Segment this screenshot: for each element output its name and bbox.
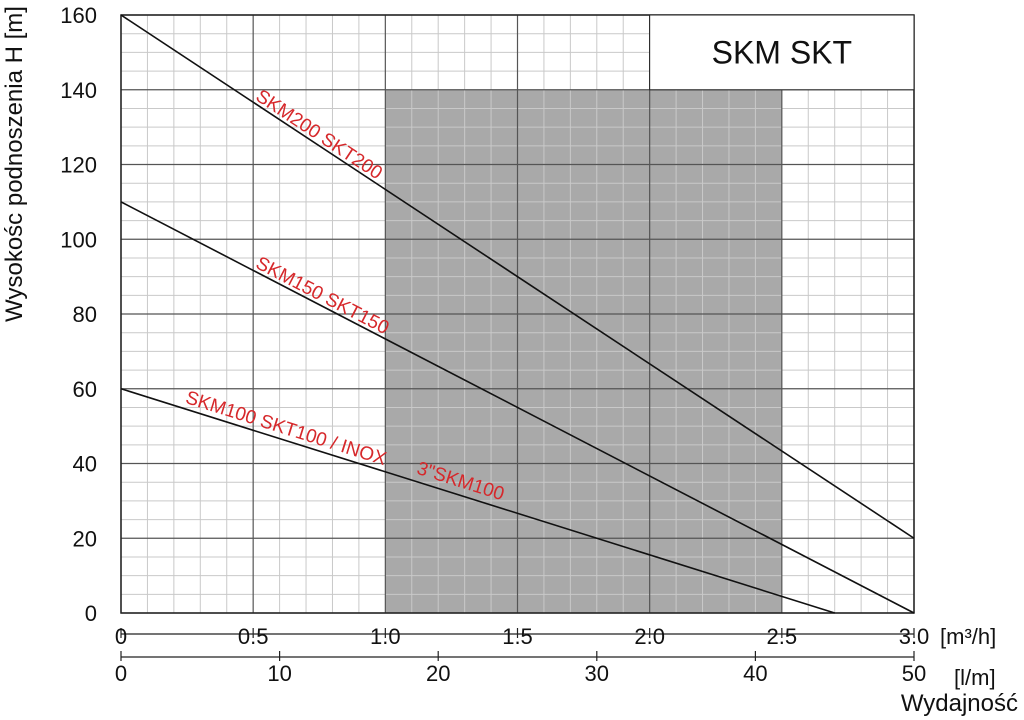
x-tick-label: 2.5 <box>767 624 798 649</box>
series-line-3 <box>120 387 835 614</box>
x2-tick-label: 50 <box>902 661 926 686</box>
x-tick-label: 1.0 <box>370 624 401 649</box>
x2-tick-label: 40 <box>743 661 767 686</box>
x-tick-label: 0 <box>115 624 127 649</box>
y-tick-label: 100 <box>60 227 97 252</box>
x-axis-title: Wydajność <box>901 690 1018 717</box>
x2-tick-label: 30 <box>585 661 609 686</box>
plot-frame <box>120 14 915 614</box>
y-axis-title: Wysokośc podnoszenia H [m] <box>1 6 28 322</box>
x-tick-label: 1.5 <box>502 624 533 649</box>
x-tick-label: 2.0 <box>634 624 665 649</box>
y-tick-label: 120 <box>60 153 97 178</box>
y-tick-label: 160 <box>60 3 97 28</box>
series-line-2 <box>120 201 915 614</box>
y-tick-label: 20 <box>73 526 97 551</box>
y-tick-label: 40 <box>73 452 97 477</box>
x2-tick-label: 20 <box>426 661 450 686</box>
major-grid <box>120 14 915 614</box>
series-layer <box>120 14 915 614</box>
x2-tick-label: 0 <box>115 661 127 686</box>
y-tick-label: 80 <box>73 302 97 327</box>
chart-title: SKM SKT <box>712 34 852 70</box>
title-box-layer: SKM SKT <box>649 14 915 91</box>
y-tick-label: 60 <box>73 377 97 402</box>
series-line-1 <box>120 14 915 539</box>
y-tick-label: 0 <box>85 601 97 626</box>
x2-tick-label: 10 <box>267 661 291 686</box>
x-unit-secondary: [l/m] <box>954 665 996 690</box>
x-unit-primary: [m³/h] <box>940 624 996 649</box>
x-tick-label: 3.0 <box>899 624 930 649</box>
y-tick-label: 140 <box>60 78 97 103</box>
title-box <box>649 14 915 91</box>
x-tick-label: 0.5 <box>238 624 269 649</box>
